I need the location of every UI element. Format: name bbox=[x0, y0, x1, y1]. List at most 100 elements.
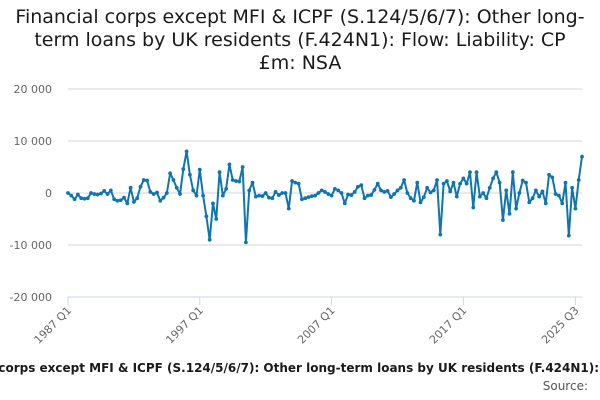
data-point[interactable] bbox=[392, 192, 397, 196]
data-point[interactable] bbox=[309, 194, 314, 199]
data-point[interactable] bbox=[194, 193, 199, 198]
data-point[interactable] bbox=[395, 188, 400, 193]
data-point[interactable] bbox=[313, 193, 318, 198]
data-point[interactable] bbox=[560, 201, 565, 206]
data-point[interactable] bbox=[540, 189, 545, 194]
data-point[interactable] bbox=[174, 185, 179, 190]
data-point[interactable] bbox=[497, 180, 502, 185]
data-point[interactable] bbox=[247, 188, 252, 193]
data-point[interactable] bbox=[276, 193, 281, 197]
data-point[interactable] bbox=[69, 193, 74, 198]
data-point[interactable] bbox=[141, 178, 146, 182]
data-point[interactable] bbox=[530, 196, 535, 201]
data-point[interactable] bbox=[253, 194, 258, 199]
data-point[interactable] bbox=[132, 199, 136, 204]
data-point[interactable] bbox=[75, 192, 80, 197]
data-point[interactable] bbox=[260, 194, 265, 199]
data-point[interactable] bbox=[161, 195, 166, 200]
data-point[interactable] bbox=[227, 162, 232, 167]
data-point[interactable] bbox=[164, 191, 169, 195]
data-point[interactable] bbox=[573, 206, 578, 211]
data-point[interactable] bbox=[379, 188, 383, 193]
data-point[interactable] bbox=[151, 192, 156, 196]
data-point[interactable] bbox=[181, 167, 186, 171]
data-point[interactable] bbox=[580, 154, 584, 159]
data-point[interactable] bbox=[105, 192, 110, 196]
data-point[interactable] bbox=[79, 196, 84, 201]
data-point[interactable] bbox=[115, 198, 120, 203]
data-point[interactable] bbox=[273, 190, 278, 194]
data-point[interactable] bbox=[197, 167, 202, 172]
data-point[interactable] bbox=[428, 190, 433, 195]
data-point[interactable] bbox=[306, 195, 311, 200]
data-point[interactable] bbox=[557, 193, 561, 198]
data-point[interactable] bbox=[118, 198, 123, 203]
data-point[interactable] bbox=[471, 205, 476, 210]
data-point[interactable] bbox=[474, 170, 479, 175]
data-point[interactable] bbox=[415, 180, 420, 185]
data-point[interactable] bbox=[329, 193, 334, 198]
data-point[interactable] bbox=[332, 186, 337, 191]
data-point[interactable] bbox=[95, 192, 100, 197]
data-point[interactable] bbox=[372, 187, 377, 192]
data-point[interactable] bbox=[336, 188, 341, 193]
data-point[interactable] bbox=[362, 196, 367, 201]
data-point[interactable] bbox=[296, 181, 301, 186]
data-point[interactable] bbox=[66, 191, 70, 195]
data-point[interactable] bbox=[346, 192, 350, 197]
data-point[interactable] bbox=[494, 170, 499, 175]
data-point[interactable] bbox=[303, 196, 308, 201]
data-point[interactable] bbox=[369, 193, 374, 197]
data-point[interactable] bbox=[257, 193, 261, 198]
data-point[interactable] bbox=[448, 189, 453, 194]
data-point[interactable] bbox=[517, 191, 522, 195]
data-point[interactable] bbox=[184, 149, 189, 154]
data-point[interactable] bbox=[220, 193, 225, 198]
data-point[interactable] bbox=[158, 198, 163, 203]
data-point[interactable] bbox=[217, 170, 222, 175]
data-point[interactable] bbox=[520, 178, 525, 183]
data-point[interactable] bbox=[445, 179, 449, 183]
data-point[interactable] bbox=[112, 197, 117, 202]
data-point[interactable] bbox=[510, 170, 515, 175]
data-point[interactable] bbox=[300, 197, 304, 202]
data-point[interactable] bbox=[349, 193, 354, 197]
data-point[interactable] bbox=[468, 170, 472, 175]
data-point[interactable] bbox=[412, 198, 416, 203]
data-point[interactable] bbox=[125, 201, 130, 206]
data-point[interactable] bbox=[491, 176, 495, 181]
data-point[interactable] bbox=[464, 181, 469, 186]
data-point[interactable] bbox=[72, 197, 77, 202]
data-point[interactable] bbox=[389, 195, 393, 200]
data-point[interactable] bbox=[240, 165, 245, 169]
data-point[interactable] bbox=[237, 179, 242, 184]
data-point[interactable] bbox=[537, 194, 542, 199]
data-point[interactable] bbox=[99, 191, 103, 196]
data-point[interactable] bbox=[280, 191, 285, 195]
data-point[interactable] bbox=[477, 194, 482, 199]
data-point[interactable] bbox=[484, 196, 489, 201]
data-point[interactable] bbox=[385, 189, 390, 193]
data-point[interactable] bbox=[570, 185, 575, 190]
data-point[interactable] bbox=[135, 196, 140, 201]
data-point[interactable] bbox=[563, 180, 568, 185]
data-point[interactable] bbox=[382, 190, 387, 194]
data-point[interactable] bbox=[214, 217, 219, 221]
data-point[interactable] bbox=[339, 191, 344, 195]
data-point[interactable] bbox=[365, 193, 370, 198]
data-point[interactable] bbox=[342, 201, 347, 206]
data-point[interactable] bbox=[188, 172, 192, 177]
data-point[interactable] bbox=[148, 190, 153, 194]
data-point[interactable] bbox=[168, 171, 173, 176]
data-point[interactable] bbox=[316, 191, 321, 195]
data-point[interactable] bbox=[108, 188, 113, 193]
data-point[interactable] bbox=[138, 184, 143, 189]
data-point[interactable] bbox=[286, 206, 291, 211]
data-point[interactable] bbox=[224, 186, 229, 191]
data-point[interactable] bbox=[85, 196, 90, 201]
data-point[interactable] bbox=[425, 185, 430, 190]
data-point[interactable] bbox=[402, 178, 406, 182]
data-point[interactable] bbox=[270, 196, 275, 201]
data-point[interactable] bbox=[441, 181, 446, 186]
data-point[interactable] bbox=[326, 192, 331, 196]
